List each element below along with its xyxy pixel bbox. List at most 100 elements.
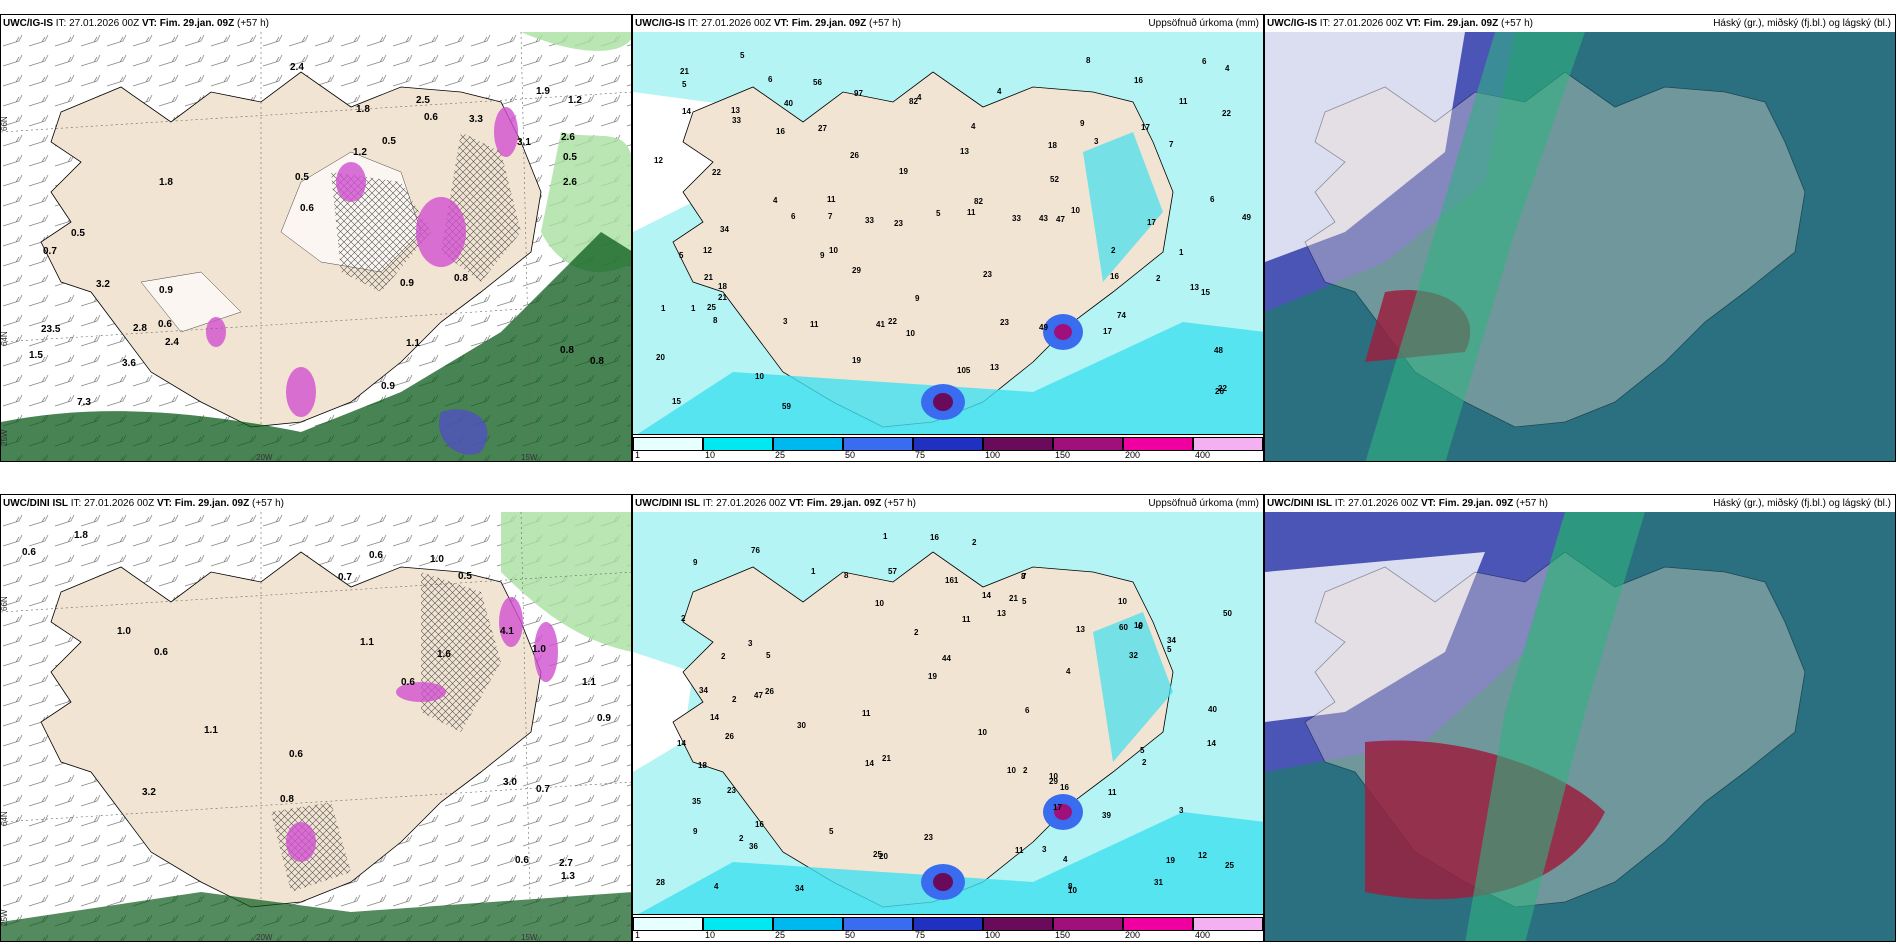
value-label: 9 (693, 827, 698, 836)
value-label: 6 (791, 212, 796, 221)
value-label: 1.1 (204, 725, 218, 736)
colorbar-swatch (983, 437, 1053, 451)
colorbar-label: 1 (635, 450, 641, 460)
value-label: 32 (1129, 651, 1138, 660)
value-label: 0.6 (515, 855, 529, 866)
precip-heavy-green (1, 892, 631, 941)
precip-band-east (1083, 132, 1163, 282)
value-label: 13 (990, 363, 999, 372)
colorbar-swatch (773, 437, 843, 451)
value-label: 1.0 (430, 554, 444, 565)
value-label: 49 (1242, 213, 1251, 222)
colorbar-swatch (703, 917, 773, 931)
value-label: 11 (810, 320, 819, 329)
value-label: 2 (972, 538, 977, 547)
colorbar-label: 400 (1195, 930, 1211, 940)
value-label: 8 (844, 571, 849, 580)
colorbar-swatch (913, 437, 983, 451)
value-label: 17 (1053, 803, 1062, 812)
value-label: 1.8 (356, 104, 370, 115)
value-label: 49 (1039, 323, 1048, 332)
value-label: 7.3 (77, 397, 91, 408)
value-label: 57 (888, 567, 897, 576)
value-label: 59 (782, 402, 791, 411)
value-label: 2.6 (563, 177, 577, 188)
value-label: 12 (1198, 851, 1207, 860)
value-label: 0.9 (597, 713, 611, 724)
value-label: 14 (1207, 739, 1216, 748)
value-label: 5 (679, 251, 684, 260)
panel-igis-precip-type: UWC/IG-IS IT: 27.01.2026 00Z VT: Fim. 29… (0, 14, 632, 462)
panel-dini-accum-precip: UWC/DINI ISL IT: 27.01.2026 00Z VT: Fim.… (632, 494, 1264, 942)
value-label: 0.7 (536, 784, 550, 795)
value-label: 23 (924, 833, 933, 842)
value-label: 0.5 (563, 152, 577, 163)
value-label: 28 (656, 878, 665, 887)
value-label: 11 (1108, 788, 1117, 797)
lat-label-64n: 64N (1, 331, 9, 346)
value-label: 21 (718, 293, 727, 302)
value-label: 2.8 (133, 323, 147, 334)
clear-area (1265, 552, 1485, 722)
value-label: 40 (1208, 705, 1217, 714)
colorbar-label: 10 (705, 930, 716, 940)
colorbar-label: 100 (985, 930, 1001, 940)
value-label: 20 (656, 353, 665, 362)
value-label: 10 (1134, 621, 1143, 630)
value-label: 21 (704, 273, 713, 282)
value-label: 33 (1012, 214, 1021, 223)
value-label: 1.3 (561, 871, 575, 882)
value-label: 0.9 (400, 278, 414, 289)
colorbar-swatch (703, 437, 773, 451)
value-label: 10 (906, 329, 915, 338)
value-label: 82 (974, 197, 983, 206)
value-label: 14 (677, 739, 686, 748)
value-label: 5 (1140, 746, 1145, 755)
value-label: 0.9 (381, 381, 395, 392)
value-label: 22 (888, 317, 897, 326)
value-label: 29 (1049, 777, 1058, 786)
value-label: 1.1 (582, 677, 596, 688)
value-label: 8 (1086, 56, 1091, 65)
panel-dini-clouds: UWC/DINI ISL IT: 27.01.2026 00Z VT: Fim.… (1264, 494, 1896, 942)
value-label: 34 (795, 884, 804, 893)
value-label: 34 (720, 225, 729, 234)
value-label: 26 (1215, 387, 1224, 396)
colorbar-swatch (1193, 917, 1263, 931)
value-label: 76 (751, 546, 760, 555)
value-label: 19 (928, 672, 937, 681)
value-label: 17 (1147, 218, 1156, 227)
value-label: 31 (1154, 878, 1163, 887)
value-label: 10 (875, 599, 884, 608)
colorbar-swatch (983, 917, 1053, 931)
lat-label-66n: 66N (1, 116, 9, 131)
iceland-landmass (40, 71, 542, 428)
value-label: 5 (1022, 597, 1027, 606)
value-label: 12 (703, 246, 712, 255)
colorbar-label: 150 (1055, 450, 1071, 460)
value-label: 8 (1021, 572, 1026, 581)
lon-label-25w: 25W (1, 909, 9, 926)
value-label: 21 (1009, 594, 1018, 603)
value-label: 2.4 (290, 62, 304, 73)
lon-label-20w: 20W (256, 453, 273, 462)
value-label: 36 (749, 842, 758, 851)
value-label: 97 (854, 89, 863, 98)
precip-intense-areas (206, 107, 518, 417)
lon-label-15w: 15W (521, 453, 538, 462)
panel-title: UWC/IG-IS IT: 27.01.2026 00Z VT: Fim. 29… (1, 15, 631, 32)
value-label: 2.4 (165, 337, 179, 348)
station-values: 8410653134183320181323725111291017691921… (654, 51, 1251, 411)
value-label: 6 (1025, 706, 1030, 715)
value-label: 4 (773, 196, 778, 205)
lon-label-25w: 25W (1, 429, 9, 446)
value-label: 16 (1134, 76, 1143, 85)
value-label: 2.6 (561, 132, 575, 143)
value-label: 14 (865, 759, 874, 768)
panel-title: UWC/DINI ISL IT: 27.01.2026 00Z VT: Fim.… (1265, 495, 1895, 512)
value-label: 2 (1142, 758, 1147, 767)
value-label: 17 (1141, 123, 1150, 132)
value-label: 11 (827, 195, 836, 204)
map-canvas: 66N 64N 25W 20W 15W 0.90.70.90.80.60.50.… (1, 32, 631, 462)
value-label: 4 (714, 882, 719, 891)
